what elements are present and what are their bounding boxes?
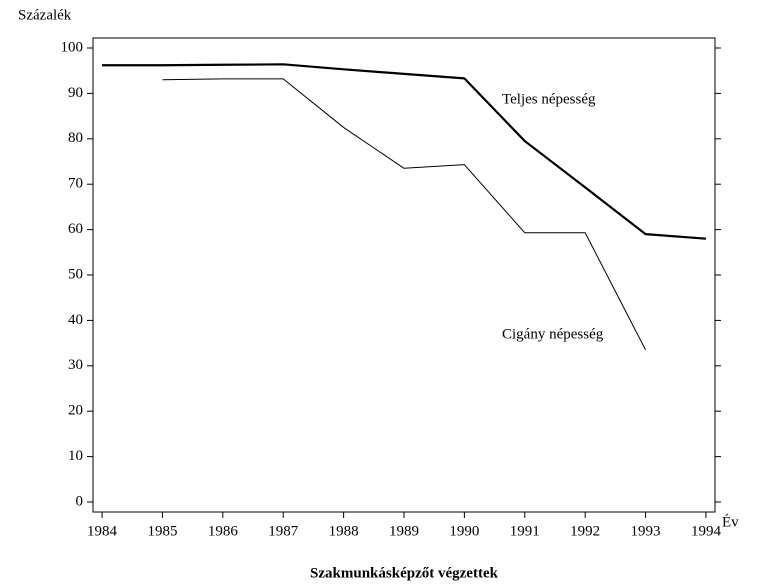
x-tick-label: 1984 [87,523,118,539]
series-line [162,78,646,351]
x-tick-label: 1985 [147,523,177,539]
series-line [102,63,707,240]
x-tick-label: 1987 [268,523,299,539]
y-tick-label: 20 [68,403,83,419]
y-axis-label: Százalék [18,7,72,23]
series-label: Cigány népesség [502,326,604,342]
y-tick-label: 0 [76,493,84,509]
x-tick-label: 1990 [449,523,479,539]
x-tick-label: 1991 [510,523,540,539]
y-tick-label: 90 [68,85,83,101]
x-tick-label: 1986 [208,523,239,539]
x-axis-label: Év [722,513,739,530]
series-label: Teljes népesség [502,91,596,107]
x-tick-label: 1993 [631,523,661,539]
y-tick-label: 100 [61,39,84,55]
x-tick-label: 1989 [389,523,419,539]
y-tick-label: 40 [68,312,83,328]
y-tick-label: 50 [68,266,83,282]
y-tick-label: 10 [68,448,83,464]
y-tick-label: 70 [68,176,83,192]
y-tick-label: 30 [68,357,83,373]
x-tick-label: 1988 [329,523,359,539]
plot-frame [92,37,716,513]
x-tick-label: 1992 [570,523,600,539]
x-tick-label: 1994 [691,523,722,539]
y-tick-label: 80 [68,130,83,146]
y-tick-label: 60 [68,221,83,237]
chart-title: Szakmunkásképzőt végzettek [310,565,499,581]
